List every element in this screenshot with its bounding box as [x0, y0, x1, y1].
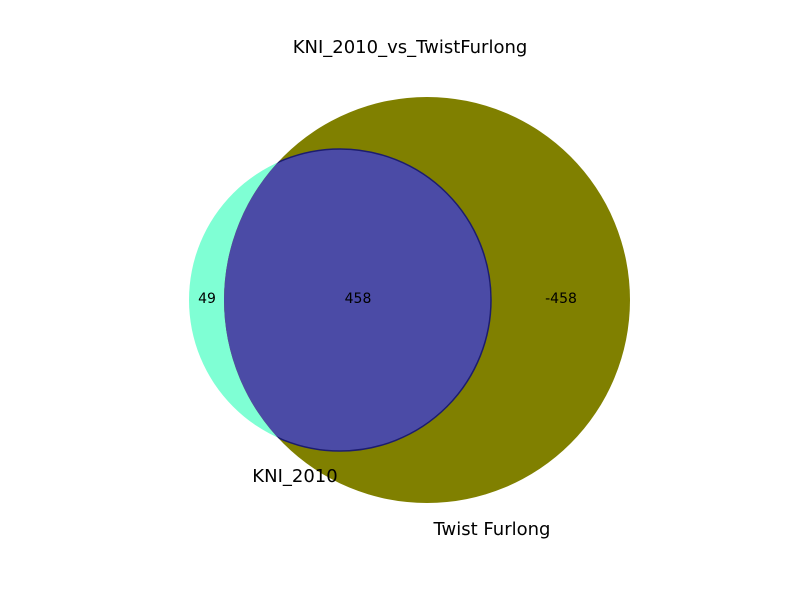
set-label-b: Twist Furlong — [433, 519, 551, 540]
intersection-region — [224, 148, 492, 452]
region-label-only-a: 49 — [198, 291, 216, 307]
chart-title: KNI_2010_vs_TwistFurlong — [293, 37, 528, 58]
region-label-intersection: 458 — [345, 291, 372, 307]
region-label-only-b: -458 — [545, 291, 577, 307]
set-label-a: KNI_2010 — [252, 466, 337, 487]
